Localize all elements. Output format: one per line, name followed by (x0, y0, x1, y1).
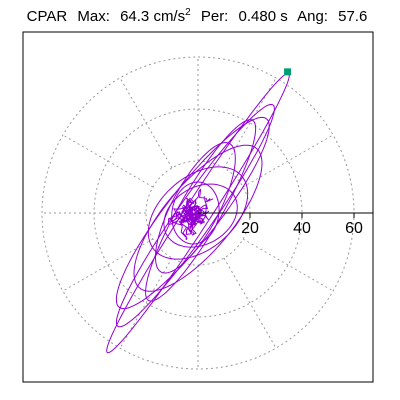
trace-loop-3 (115, 116, 270, 310)
grid-spoke-150 (62, 134, 154, 188)
period-label: Per: (200, 8, 229, 25)
motion-trace (106, 72, 290, 354)
ring-label-40: 40 (293, 220, 311, 237)
trace-loop-5 (133, 144, 263, 292)
max-value: 64.3 cm/s2 (120, 7, 191, 26)
max-unit-exponent: 2 (185, 7, 191, 18)
peak-marker-layer (284, 68, 292, 76)
grid-spoke-210 (62, 238, 154, 292)
max-label: Max: (77, 8, 110, 25)
trace-core (167, 188, 214, 241)
angle-label: Ang: (297, 8, 328, 25)
radial-axis (198, 212, 373, 218)
trace-loop-8 (163, 183, 238, 248)
peak-marker (284, 68, 292, 76)
grid-spoke-300 (223, 257, 277, 349)
trace-loop-9 (171, 181, 220, 245)
trace-loop-4 (145, 119, 257, 302)
trace-loop-6 (155, 142, 236, 274)
angle-value: 57.6 (338, 8, 368, 25)
grid-spoke-330 (242, 238, 334, 292)
plot-frame (22, 31, 374, 383)
ring-label-20: 20 (241, 220, 259, 237)
grid-spoke-120 (119, 77, 173, 169)
trace-loop-1 (106, 72, 290, 354)
ring-label-60: 60 (345, 220, 363, 237)
period-value: 0.480 s (238, 8, 288, 25)
chart-title: CPAR Max: 64.3 cm/s2 Per: 0.480 s Ang: 5… (0, 7, 400, 26)
trace-loop-2 (115, 103, 275, 328)
ring-labels: 20 40 60 (241, 220, 363, 237)
grid-spoke-30 (242, 134, 334, 188)
trace-loop-7 (147, 166, 249, 260)
station-code: CPAR (26, 8, 68, 25)
